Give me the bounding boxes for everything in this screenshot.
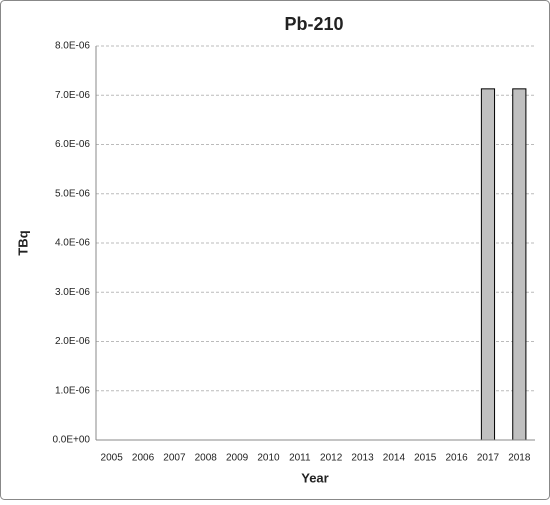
y-tick-label: 5.0E-06 [55, 188, 90, 199]
y-tick-label: 3.0E-06 [55, 287, 90, 298]
y-axis-label: TBq [15, 230, 30, 255]
x-tick-label: 2007 [163, 453, 186, 464]
y-tick-label: 2.0E-06 [55, 336, 90, 347]
x-tick-label: 2011 [289, 453, 311, 464]
chart-title: Pb-210 [284, 14, 343, 34]
y-tick-label: 4.0E-06 [55, 238, 90, 249]
x-tick-label: 2008 [195, 453, 218, 464]
x-tick-label: 2014 [383, 453, 406, 464]
bar [512, 88, 527, 441]
x-tick-label: 2015 [414, 453, 437, 464]
x-tick-label: 2016 [445, 453, 468, 464]
y-tick-label: 0.0E+00 [52, 435, 90, 446]
x-tick-label: 2010 [257, 453, 280, 464]
x-tick-label: 2009 [226, 453, 249, 464]
x-tick-label: 2006 [132, 453, 155, 464]
y-tick-label: 7.0E-06 [55, 90, 90, 101]
bar [480, 88, 496, 441]
x-tick-label: 2005 [101, 453, 124, 464]
x-tick-label: 2013 [351, 453, 374, 464]
x-tick-label: 2017 [477, 453, 500, 464]
y-tick-label: 6.0E-06 [55, 139, 90, 150]
y-tick-label: 1.0E-06 [55, 385, 90, 396]
x-axis-label: Year [301, 470, 328, 485]
x-tick-label: 2018 [508, 453, 531, 464]
y-tick-label: 8.0E-06 [55, 41, 90, 52]
x-tick-label: 2012 [320, 453, 343, 464]
